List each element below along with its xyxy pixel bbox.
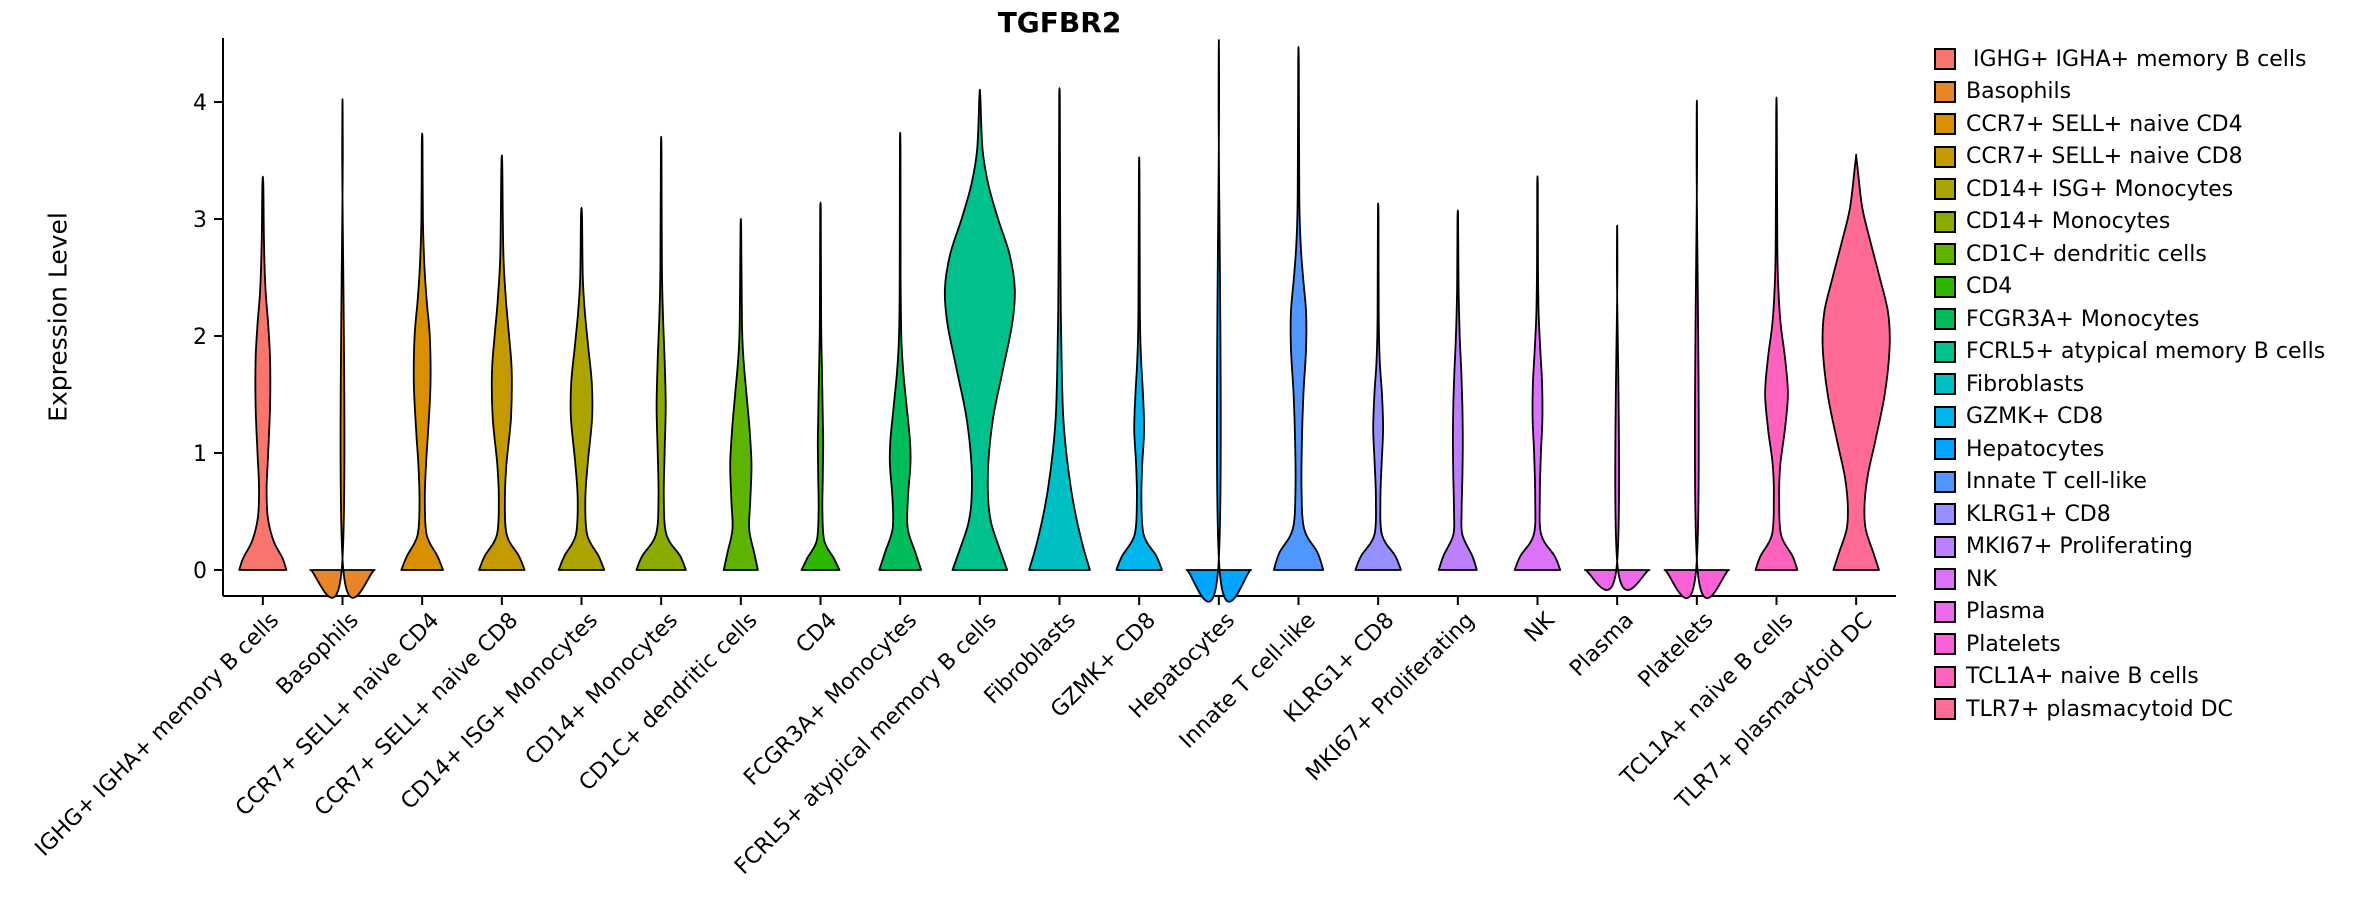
legend-item[interactable]: CCR7+ SELL+ naive CD8 <box>1934 144 2325 169</box>
violin-platelets[interactable] <box>1663 99 1730 599</box>
violin-fcrl5-atypical-memory-b-cells[interactable] <box>943 88 1016 571</box>
legend-swatch <box>1934 243 1956 265</box>
y-tick-label: 3 <box>193 208 207 233</box>
violin-plasma[interactable] <box>1584 225 1651 591</box>
legend-item[interactable]: GZMK+ CD8 <box>1934 404 2325 429</box>
legend-item[interactable]: NK <box>1934 566 2325 592</box>
legend-swatch <box>1934 470 1956 493</box>
legend-label: FCGR3A+ Monocytes <box>1966 306 2200 332</box>
violin-fcgr3a-monocytes[interactable] <box>878 131 922 571</box>
legend-item[interactable]: MKI67+ Proliferating <box>1934 534 2325 559</box>
y-tick-label: 4 <box>193 91 207 116</box>
legend-item[interactable]: IGHG+ IGHA+ memory B cells <box>1934 46 2325 72</box>
legend-item[interactable]: Innate T cell-like <box>1934 469 2325 494</box>
legend-label: Basophils <box>1966 79 2072 104</box>
violin-mki67-proliferating[interactable] <box>1437 209 1478 571</box>
legend-item[interactable]: Platelets <box>1934 631 2325 657</box>
violin-klrg1-cd8[interactable] <box>1354 202 1402 571</box>
legend-swatch <box>1934 568 1956 590</box>
violin-fibroblasts[interactable] <box>1028 87 1091 571</box>
legend-label: TLR7+ plasmacytoid DC <box>1966 696 2233 722</box>
violin-nk[interactable] <box>1513 175 1562 571</box>
legend-item[interactable]: Hepatocytes <box>1934 436 2325 462</box>
legend-label: Platelets <box>1966 631 2061 657</box>
legend-item[interactable]: CD4 <box>1934 274 2325 299</box>
violin-cd4[interactable] <box>800 201 841 571</box>
legend-swatch <box>1934 48 1956 70</box>
legend-swatch <box>1934 633 1956 655</box>
legend: IGHG+ IGHA+ memory B cells Basophils CCR7+… <box>1934 46 2326 722</box>
legend-label: MKI67+ Proliferating <box>1966 534 2193 559</box>
legend-swatch <box>1934 145 1956 168</box>
legend-swatch <box>1934 438 1956 460</box>
violin-hepatocytes[interactable] <box>1185 39 1252 603</box>
legend-label: IGHG+ IGHA+ memory B cells <box>1966 46 2307 72</box>
legend-swatch <box>1934 600 1956 623</box>
legend-label: Fibroblasts <box>1966 371 2085 397</box>
legend-label: FCRL5+ atypical memory B cells <box>1966 339 2326 364</box>
legend-label: KLRG1+ CD8 <box>1966 501 2111 527</box>
legend-item[interactable]: Plasma <box>1934 599 2325 624</box>
legend-swatch <box>1934 535 1956 558</box>
violin-gzmk-cd8[interactable] <box>1115 156 1163 571</box>
legend-label: CCR7+ SELL+ naive CD8 <box>1966 144 2243 169</box>
y-tick-label: 2 <box>193 325 207 350</box>
violin-cd1c-dendritic-cells[interactable] <box>722 218 759 571</box>
legend-swatch <box>1934 698 1956 720</box>
legend-label: CD14+ Monocytes <box>1966 209 2171 234</box>
legend-swatch <box>1934 275 1956 298</box>
legend-swatch <box>1934 340 1956 363</box>
legend-label: CD1C+ dendritic cells <box>1966 241 2207 267</box>
legend-item[interactable]: Basophils <box>1934 79 2325 104</box>
legend-swatch <box>1934 665 1956 688</box>
violin-ccr7-sell-naive-cd4[interactable] <box>400 132 444 571</box>
legend-swatch <box>1934 113 1956 135</box>
y-tick-label: 1 <box>193 442 207 467</box>
legend-item[interactable]: CD14+ Monocytes <box>1934 209 2325 234</box>
legend-item[interactable]: FCGR3A+ Monocytes <box>1934 306 2325 332</box>
legend-label: CD4 <box>1966 274 2013 299</box>
legend-swatch <box>1934 308 1956 330</box>
legend-label: Innate T cell-like <box>1966 469 2147 494</box>
legend-label: GZMK+ CD8 <box>1966 404 2104 429</box>
legend-label: Plasma <box>1966 599 2046 624</box>
violin-cd14-monocytes[interactable] <box>635 135 687 571</box>
legend-item[interactable]: FCRL5+ atypical memory B cells <box>1934 339 2326 364</box>
violin-tlr7-plasmacytoid-dc[interactable] <box>1821 153 1891 571</box>
legend-label: Hepatocytes <box>1966 436 2105 462</box>
legend-item[interactable]: CD1C+ dendritic cells <box>1934 241 2325 267</box>
legend-swatch <box>1934 178 1956 200</box>
legend-swatch <box>1934 80 1956 103</box>
violin-basophils[interactable] <box>309 98 376 599</box>
violin-cd14-isg-monocytes[interactable] <box>557 206 606 571</box>
legend-label: TCL1A+ naive B cells <box>1966 664 2199 689</box>
violin-tcl1a-naive-b-cells[interactable] <box>1754 96 1799 571</box>
legend-item[interactable]: Fibroblasts <box>1934 371 2325 397</box>
legend-label: CD14+ ISG+ Monocytes <box>1966 176 2234 202</box>
legend-item[interactable]: TCL1A+ naive B cells <box>1934 664 2325 689</box>
violin-ighg-igha-memory-b-cells[interactable] <box>238 175 288 571</box>
legend-item[interactable]: CCR7+ SELL+ naive CD4 <box>1934 111 2325 137</box>
legend-item[interactable]: TLR7+ plasmacytoid DC <box>1934 696 2325 722</box>
legend-label: NK <box>1966 566 1997 592</box>
violin-innate-t-cell-like[interactable] <box>1272 45 1325 571</box>
legend-item[interactable]: CD14+ ISG+ Monocytes <box>1934 176 2325 202</box>
legend-swatch <box>1934 503 1956 525</box>
y-tick-label: 0 <box>193 559 207 584</box>
legend-swatch <box>1934 405 1956 428</box>
legend-label: CCR7+ SELL+ naive CD4 <box>1966 111 2243 137</box>
chart-title: TGFBR2 <box>997 6 1122 39</box>
legend-item[interactable]: KLRG1+ CD8 <box>1934 501 2325 527</box>
legend-swatch <box>1934 373 1956 395</box>
violin-ccr7-sell-naive-cd8[interactable] <box>478 154 526 571</box>
legend-swatch <box>1934 210 1956 233</box>
